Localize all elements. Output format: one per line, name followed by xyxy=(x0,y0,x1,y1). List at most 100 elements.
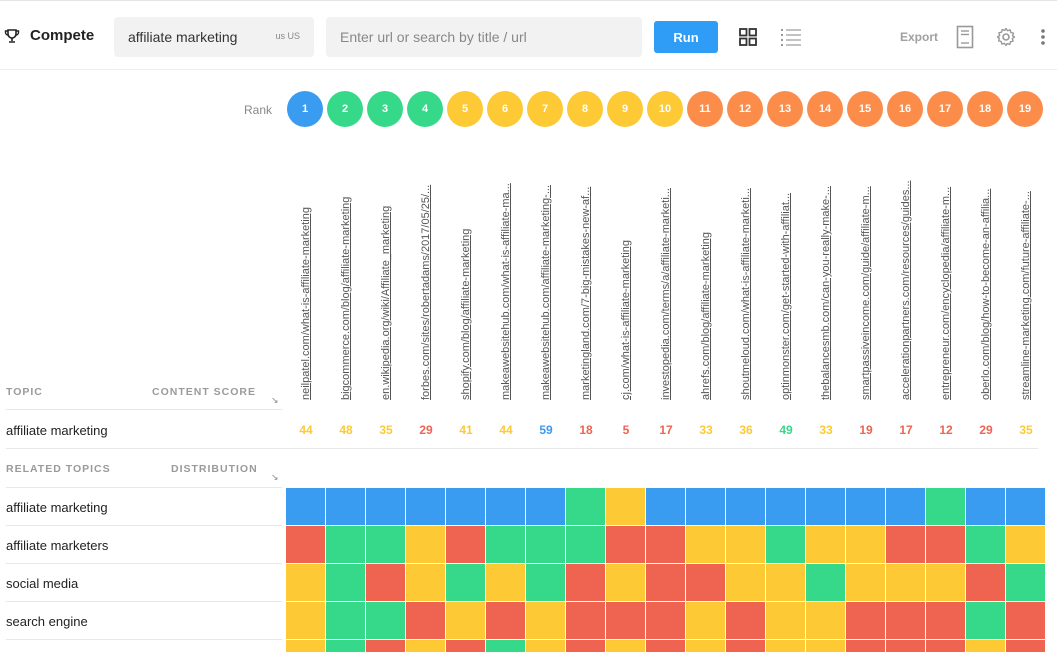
distribution-cell[interactable] xyxy=(646,602,685,639)
rank-badge[interactable]: 4 xyxy=(407,91,443,127)
distribution-cell[interactable] xyxy=(686,526,725,563)
rank-badge[interactable]: 11 xyxy=(687,91,723,127)
rank-badge[interactable]: 15 xyxy=(847,91,883,127)
distribution-cell[interactable] xyxy=(606,564,645,601)
rank-badge[interactable]: 16 xyxy=(887,91,923,127)
distribution-cell[interactable] xyxy=(806,602,845,639)
distribution-cell[interactable] xyxy=(526,564,565,601)
distribution-cell[interactable] xyxy=(366,564,405,601)
distribution-cell[interactable] xyxy=(966,564,1005,601)
distribution-cell[interactable] xyxy=(406,488,445,525)
rank-badge[interactable]: 5 xyxy=(447,91,483,127)
distribution-cell[interactable] xyxy=(926,640,965,652)
distribution-cell[interactable] xyxy=(806,640,845,652)
distribution-cell[interactable] xyxy=(766,602,805,639)
rank-badge[interactable]: 1 xyxy=(287,91,323,127)
distribution-cell[interactable] xyxy=(366,526,405,563)
brand[interactable]: Compete xyxy=(4,27,94,44)
distribution-cell[interactable] xyxy=(446,640,485,652)
distribution-cell[interactable] xyxy=(446,564,485,601)
distribution-cell[interactable] xyxy=(926,564,965,601)
result-url-link[interactable]: accelerationpartners.com/resources/guide… xyxy=(900,180,912,401)
distribution-cell[interactable] xyxy=(1006,602,1045,639)
distribution-cell[interactable] xyxy=(846,564,885,601)
distribution-cell[interactable] xyxy=(966,640,1005,652)
distribution-cell[interactable] xyxy=(366,602,405,639)
distribution-cell[interactable] xyxy=(846,602,885,639)
distribution-cell[interactable] xyxy=(926,602,965,639)
rank-badge[interactable]: 3 xyxy=(367,91,403,127)
distribution-cell[interactable] xyxy=(326,640,365,652)
distribution-cell[interactable] xyxy=(726,640,765,652)
distribution-cell[interactable] xyxy=(806,564,845,601)
distribution-cell[interactable] xyxy=(566,564,605,601)
distribution-cell[interactable] xyxy=(726,526,765,563)
result-url-link[interactable]: forbes.com/sites/robertadams/2017/05/25/… xyxy=(420,184,432,400)
distribution-cell[interactable] xyxy=(486,564,525,601)
rank-badge[interactable]: 9 xyxy=(607,91,643,127)
distribution-cell[interactable] xyxy=(806,526,845,563)
distribution-cell[interactable] xyxy=(286,526,325,563)
distribution-cell[interactable] xyxy=(886,640,925,652)
distribution-cell[interactable] xyxy=(526,488,565,525)
distribution-cell[interactable] xyxy=(726,602,765,639)
distribution-cell[interactable] xyxy=(326,488,365,525)
distribution-cell[interactable] xyxy=(486,602,525,639)
distribution-cell[interactable] xyxy=(566,602,605,639)
result-url-link[interactable]: marketingland.com/7-big-mistakes-new-af.… xyxy=(580,186,592,400)
distribution-cell[interactable] xyxy=(966,488,1005,525)
distribution-cell[interactable] xyxy=(326,602,365,639)
distribution-cell[interactable] xyxy=(526,526,565,563)
distribution-cell[interactable] xyxy=(886,564,925,601)
sort-arrow-icon[interactable]: ↘ xyxy=(271,472,279,482)
rank-badge[interactable]: 10 xyxy=(647,91,683,127)
result-url-link[interactable]: smartpassiveincome.com/guide/affiliate-m… xyxy=(860,186,872,400)
distribution-cell[interactable] xyxy=(606,602,645,639)
distribution-cell[interactable] xyxy=(686,564,725,601)
result-url-link[interactable]: bigcommerce.com/blog/affiliate-marketing xyxy=(340,196,352,400)
locale-label[interactable]: us US xyxy=(275,31,300,41)
rank-badge[interactable]: 6 xyxy=(487,91,523,127)
result-url-link[interactable]: streamline-marketing.com/future-affiliat… xyxy=(1020,191,1032,400)
distribution-cell[interactable] xyxy=(686,602,725,639)
distribution-cell[interactable] xyxy=(966,602,1005,639)
distribution-cell[interactable] xyxy=(646,640,685,652)
distribution-cell[interactable] xyxy=(886,526,925,563)
result-url-link[interactable]: investopedia.com/terms/a/affiliate-marke… xyxy=(660,188,672,400)
distribution-cell[interactable] xyxy=(766,488,805,525)
distribution-cell[interactable] xyxy=(606,640,645,652)
distribution-cell[interactable] xyxy=(926,488,965,525)
distribution-cell[interactable] xyxy=(566,488,605,525)
distribution-cell[interactable] xyxy=(446,602,485,639)
distribution-cell[interactable] xyxy=(686,640,725,652)
distribution-cell[interactable] xyxy=(806,488,845,525)
distribution-cell[interactable] xyxy=(686,488,725,525)
rank-badge[interactable]: 14 xyxy=(807,91,843,127)
distribution-cell[interactable] xyxy=(566,526,605,563)
distribution-cell[interactable] xyxy=(846,488,885,525)
distribution-cell[interactable] xyxy=(1006,564,1045,601)
distribution-cell[interactable] xyxy=(646,488,685,525)
distribution-cell[interactable] xyxy=(366,640,405,652)
rank-badge[interactable]: 19 xyxy=(1007,91,1043,127)
rank-badge[interactable]: 8 xyxy=(567,91,603,127)
distribution-cell[interactable] xyxy=(326,526,365,563)
distribution-cell[interactable] xyxy=(926,526,965,563)
result-url-link[interactable]: entrepreneur.com/encyclopedia/affiliate-… xyxy=(940,186,952,400)
result-url-link[interactable]: makeawebsitehub.com/affiliate-marketing-… xyxy=(540,184,552,400)
distribution-cell[interactable] xyxy=(766,564,805,601)
list-view-icon[interactable] xyxy=(779,25,803,49)
result-url-link[interactable]: en.wikipedia.org/wiki/Affiliate_marketin… xyxy=(380,205,392,400)
distribution-cell[interactable] xyxy=(286,564,325,601)
result-url-link[interactable]: optinmonster.com/get-started-with-affili… xyxy=(780,192,792,400)
rank-badge[interactable]: 17 xyxy=(927,91,963,127)
distribution-cell[interactable] xyxy=(486,488,525,525)
distribution-cell[interactable] xyxy=(966,526,1005,563)
result-url-link[interactable]: thebalancesmb.com/can-you-really-make-..… xyxy=(820,186,832,400)
distribution-cell[interactable] xyxy=(286,488,325,525)
distribution-cell[interactable] xyxy=(846,640,885,652)
distribution-cell[interactable] xyxy=(726,488,765,525)
distribution-cell[interactable] xyxy=(526,640,565,652)
result-url-link[interactable]: makeawebsitehub.com/what-is-affiliate-ma… xyxy=(500,183,512,400)
grid-view-icon[interactable] xyxy=(736,25,760,49)
